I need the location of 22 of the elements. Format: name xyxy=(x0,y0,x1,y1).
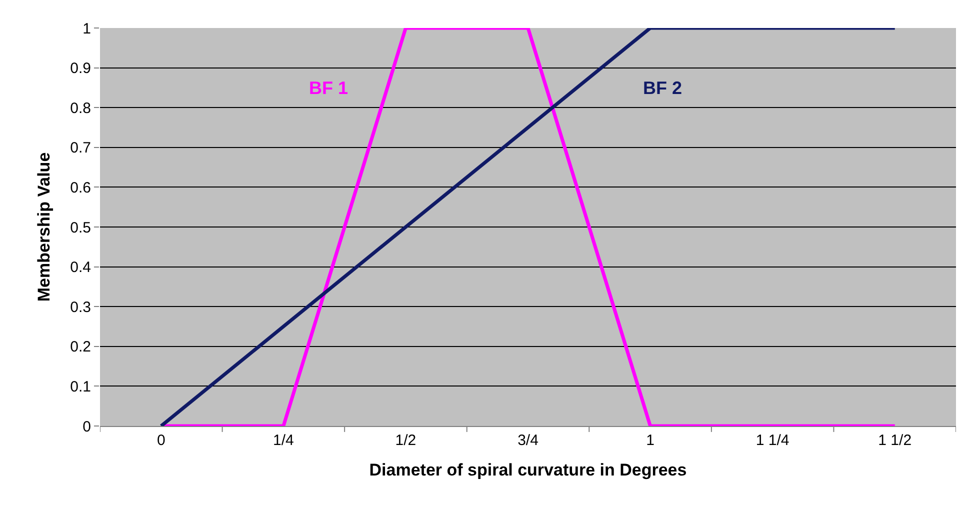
x-tick-label: 1/4 xyxy=(273,432,294,449)
y-tick-label: 0 xyxy=(82,418,91,436)
y-tick-label: 0.8 xyxy=(70,100,91,117)
x-tick-label: 1 1/2 xyxy=(878,432,912,449)
series-label: BF 2 xyxy=(643,78,682,98)
y-tick-label: 0.5 xyxy=(70,219,91,236)
y-tick-label: 1 xyxy=(82,20,91,38)
x-tick-label: 3/4 xyxy=(518,432,538,449)
y-tick-label: 0.6 xyxy=(70,179,91,196)
x-tick-label: 1/2 xyxy=(395,432,416,449)
x-tick-label: 1 xyxy=(646,432,654,449)
y-axis-title: Membership Value xyxy=(34,152,54,302)
series-label: BF 1 xyxy=(309,78,348,98)
x-tick-label: 0 xyxy=(156,432,166,449)
x-axis-title: Diameter of spiral curvature in Degrees xyxy=(369,460,687,480)
y-tick-label: 0.9 xyxy=(70,60,91,78)
y-tick-label: 0.2 xyxy=(70,338,91,356)
x-tick-label: 1 1/4 xyxy=(756,432,790,449)
y-tick-label: 0.3 xyxy=(70,298,91,316)
y-tick-label: 0.4 xyxy=(70,259,91,276)
y-tick-label: 0.7 xyxy=(70,140,91,157)
y-tick-label: 0.1 xyxy=(70,378,91,396)
